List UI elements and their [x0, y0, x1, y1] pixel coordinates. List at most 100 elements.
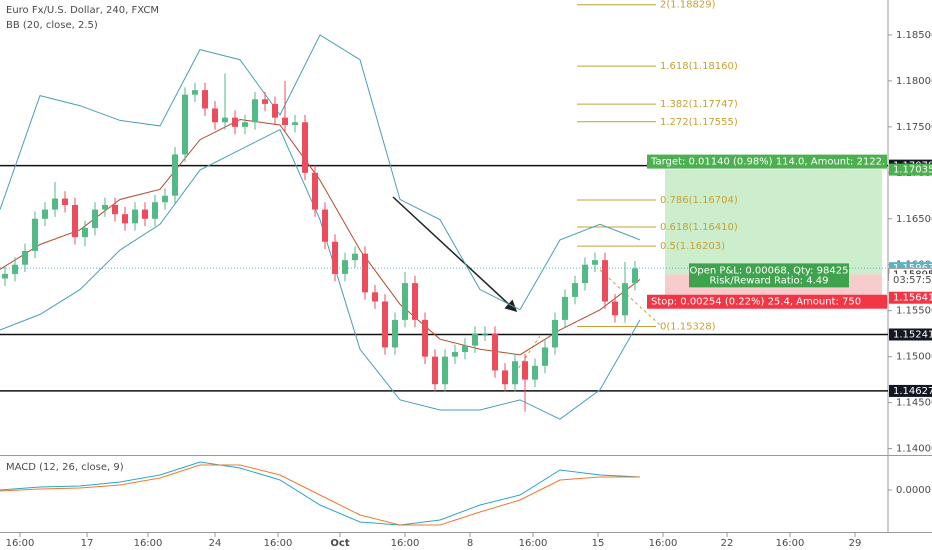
candle-body	[92, 209, 98, 228]
candle-body	[592, 260, 598, 265]
y-tick-label: 1.15500	[896, 306, 932, 317]
price-tag-bg	[889, 328, 932, 341]
candle-body	[362, 253, 368, 293]
candle-body	[52, 198, 58, 210]
y-tick-label: 1.16500	[896, 214, 932, 225]
candle-body	[392, 319, 398, 348]
candle-body	[402, 283, 408, 320]
y-tick-label: 1.17500	[896, 122, 932, 133]
price-tag: 1.14627	[893, 386, 932, 397]
target-zone	[665, 169, 882, 275]
candle-body	[472, 333, 478, 346]
x-tick-label: 24	[209, 538, 222, 549]
fib-label: 1.618(1.18160)	[660, 61, 738, 72]
x-tick-label: 29	[849, 538, 862, 549]
candle-body	[572, 283, 578, 297]
candle-body	[622, 283, 628, 316]
candle-body	[232, 117, 238, 127]
candle-body	[302, 122, 308, 173]
y-tick-label: 1.18000	[896, 76, 932, 87]
price-tag: 1.15241	[893, 329, 932, 340]
x-tick-label: Oct	[330, 538, 349, 549]
fib-label: 0.5(1.16203)	[660, 241, 725, 252]
bollinger-upper	[0, 34, 641, 311]
candle-body	[132, 209, 138, 224]
fib-trend-line	[599, 269, 661, 326]
position-label: Stop: 0.00254 (0.22%) 25.4, Amount: 750	[651, 297, 861, 308]
x-tick-label: 16:00	[391, 538, 420, 549]
candle-body	[222, 117, 228, 123]
candle-body	[102, 204, 108, 210]
candle-body	[112, 204, 118, 215]
candle-body	[412, 283, 418, 320]
candle-body	[202, 90, 208, 109]
candle-body	[22, 250, 28, 265]
x-tick-label: 16:00	[264, 538, 293, 549]
indicator-title: BB (20, close, 2.5)	[6, 20, 98, 31]
candle-body	[262, 99, 268, 104]
fib-label: 0.786(1.16704)	[660, 195, 738, 206]
candle-body	[612, 301, 618, 316]
candle-body	[442, 356, 448, 385]
price-tag: 1.15641	[893, 293, 932, 304]
candle-body	[552, 319, 558, 348]
x-tick-label: 16:00	[519, 538, 548, 549]
candle-body	[72, 204, 78, 238]
candle-body	[582, 264, 588, 284]
candle-body	[82, 227, 88, 238]
candle-body	[332, 241, 338, 274]
candle-body	[322, 209, 328, 242]
candle-body	[512, 361, 518, 385]
price-tag: 1.17035	[893, 165, 932, 176]
candle-body	[312, 172, 318, 210]
macd-y-tick-label: 0.0000	[896, 485, 931, 496]
y-tick-label: 1.14500	[896, 398, 932, 409]
position-label-bg	[647, 154, 887, 169]
candle-body	[422, 319, 428, 357]
candle-body	[382, 301, 388, 348]
candle-body	[352, 253, 358, 261]
bollinger-lower	[0, 128, 641, 420]
countdown: 03:57:51	[893, 275, 932, 286]
price-tag-bg	[889, 384, 932, 397]
candle-body	[62, 198, 68, 205]
candle-body	[122, 214, 128, 224]
fib-label: 1.382(1.17747)	[660, 99, 738, 110]
candle-body	[152, 202, 158, 219]
y-tick-label: 1.14000	[896, 444, 932, 455]
candle-body	[252, 99, 258, 123]
fib-label: 1.272(1.17555)	[660, 117, 738, 128]
candle-body	[522, 361, 528, 380]
macd-line	[0, 461, 641, 526]
rr-label: Risk/Reward Ratio: 4.49	[709, 275, 828, 286]
fib-label: 0(1.15328)	[660, 321, 716, 332]
x-tick-label: 15	[592, 538, 605, 549]
x-tick-label: 17	[81, 538, 94, 549]
candle-body	[342, 260, 348, 274]
candle-body	[462, 345, 468, 353]
price-tag-bg	[889, 291, 932, 304]
candle-body	[602, 260, 608, 302]
bollinger-middle	[0, 118, 641, 356]
y-tick-label: 1.15000	[896, 352, 932, 363]
candle-body	[242, 122, 248, 127]
candle-body	[562, 296, 568, 320]
macd-title: MACD (12, 26, close, 9)	[6, 462, 124, 473]
x-tick-label: 16:00	[649, 538, 678, 549]
candle-body	[542, 347, 548, 366]
candle-body	[282, 117, 288, 126]
candle-body	[452, 352, 458, 357]
candle-body	[502, 370, 508, 385]
candle-body	[172, 154, 178, 196]
candle-body	[632, 268, 638, 284]
candle-body	[482, 333, 488, 335]
x-tick-label: 16:00	[6, 538, 35, 549]
pnl-label: Open P&L: 0.00068, Qty: 98425	[690, 265, 849, 276]
y-tick-label: 1.18500	[896, 30, 932, 41]
candle-body	[292, 122, 298, 126]
candle-body	[42, 209, 48, 219]
countdown-bg	[889, 274, 932, 287]
candle-body	[372, 292, 378, 302]
candle-body	[212, 108, 218, 123]
